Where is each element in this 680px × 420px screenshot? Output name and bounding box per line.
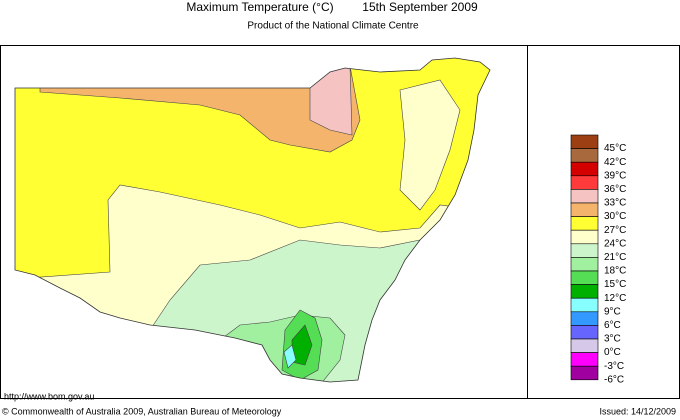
- zone-24-east: [399, 79, 461, 211]
- legend-label: 42°C: [604, 157, 626, 168]
- legend-label: 21°C: [604, 252, 626, 263]
- legend-label: 0°C: [604, 347, 621, 358]
- legend-label: 12°C: [604, 293, 626, 304]
- legend-swatch: [570, 202, 599, 217]
- zone-27: [15, 58, 490, 281]
- map-date: 15th September 2009: [362, 0, 478, 14]
- legend-label: 18°C: [604, 266, 626, 277]
- legend-swatch: [570, 175, 599, 190]
- map-title: Maximum Temperature (°C): [186, 0, 333, 14]
- legend-label: 6°C: [604, 320, 621, 331]
- legend-swatch: [570, 148, 599, 163]
- legend-label: 45°C: [604, 143, 626, 154]
- legend-swatch: [570, 338, 599, 353]
- legend-swatch: [570, 161, 599, 177]
- legend-swatch: [570, 352, 599, 367]
- legend-label: 36°C: [604, 184, 626, 195]
- legend-swatch: [570, 216, 599, 231]
- temperature-map: [15, 58, 490, 382]
- legend-label: 33°C: [604, 198, 626, 209]
- legend-swatch: [570, 134, 599, 149]
- legend-swatch: [570, 229, 599, 245]
- legend-label: -3°C: [604, 361, 624, 372]
- legend-label: -6°C: [604, 374, 624, 385]
- legend-label: 3°C: [604, 334, 621, 345]
- legend-label: 15°C: [604, 279, 626, 290]
- legend-swatch: [570, 297, 599, 313]
- footer-url: http://www.bom.gov.au: [4, 391, 94, 401]
- legend-swatch: [570, 325, 599, 340]
- legend-swatch: [570, 189, 599, 204]
- legend-label: 39°C: [604, 170, 626, 181]
- legend-swatch: [570, 257, 599, 272]
- legend-label: 24°C: [604, 238, 626, 249]
- map-subtitle: Product of the National Climate Centre: [247, 21, 419, 32]
- legend-swatch: [570, 311, 599, 326]
- legend: 45°C 42°C 39°C 36°C 33°C 30°C 27°C 24°C 21°C 18°C…: [570, 134, 626, 385]
- legend-label: 30°C: [604, 211, 626, 222]
- legend-label: 9°C: [604, 306, 621, 317]
- legend-swatch: [570, 284, 599, 299]
- footer-copyright: © Commonwealth of Australia 2009, Austra…: [2, 406, 282, 416]
- legend-swatch: [570, 243, 599, 258]
- state-outline: [14, 57, 491, 383]
- legend-label: 27°C: [604, 225, 626, 236]
- legend-swatch: [570, 365, 599, 381]
- legend-swatch: [570, 270, 599, 285]
- zone-9: [283, 344, 297, 369]
- footer-issued: Issued: 14/12/2009: [599, 406, 676, 416]
